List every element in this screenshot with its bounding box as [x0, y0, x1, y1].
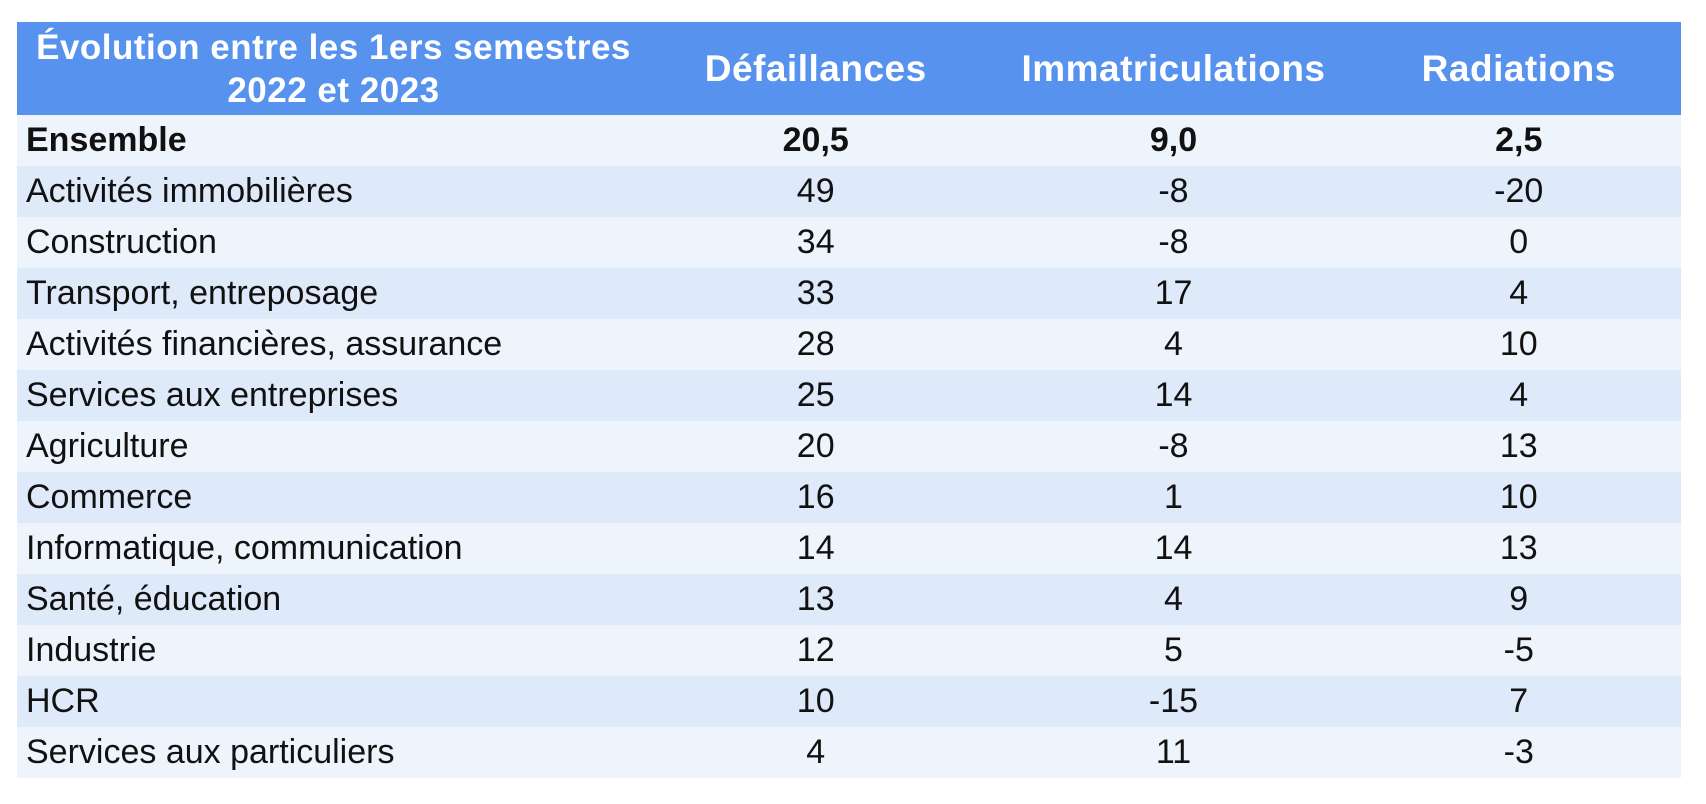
cell-defaillances: 49: [796, 172, 835, 210]
cell-radiations: 2,5: [1495, 121, 1543, 159]
table-row: Activités immobilières 49 -8 -20: [17, 166, 1681, 217]
table-row: Informatique, communication 14 14 13: [17, 523, 1681, 574]
cell-defaillances: 4: [806, 733, 826, 771]
row-label: Santé, éducation: [26, 580, 282, 618]
row-label: Commerce: [26, 478, 193, 516]
table-title-line2: 2022 et 2023: [227, 70, 440, 110]
cell-radiations: 4: [1509, 376, 1529, 414]
row-label: Industrie: [26, 631, 157, 669]
row-label: Agriculture: [26, 427, 189, 465]
row-label: Transport, entreposage: [26, 274, 379, 312]
cell-immatriculations: -8: [1158, 172, 1189, 210]
cell-radiations: 10: [1499, 478, 1538, 516]
cell-immatriculations: 11: [1155, 733, 1192, 771]
cell-defaillances: 33: [796, 274, 835, 312]
cell-immatriculations: 17: [1154, 274, 1193, 312]
cell-defaillances: 13: [796, 580, 835, 618]
cell-radiations: -3: [1503, 733, 1534, 771]
cell-defaillances: 28: [796, 325, 835, 363]
table-row: Agriculture 20 -8 13: [17, 421, 1681, 472]
cell-immatriculations: 1: [1164, 478, 1183, 516]
cell-defaillances: 14: [796, 529, 835, 567]
cell-radiations: 13: [1499, 529, 1538, 567]
cell-defaillances: 10: [796, 682, 835, 720]
cell-radiations: 0: [1509, 223, 1529, 261]
row-label: Informatique, communication: [26, 529, 463, 567]
table-row: HCR 10 -15 7: [17, 676, 1681, 727]
cell-immatriculations: 4: [1164, 325, 1183, 363]
row-label: Ensemble: [26, 121, 187, 159]
cell-immatriculations: -8: [1158, 427, 1189, 465]
column-header-defaillances: Défaillances: [704, 47, 927, 89]
table-row: Construction 34 -8 0: [17, 217, 1681, 268]
row-label: Activités immobilières: [26, 172, 353, 210]
cell-immatriculations: 14: [1154, 529, 1193, 567]
cell-immatriculations: -8: [1158, 223, 1189, 261]
cell-radiations: 9: [1509, 580, 1529, 618]
table-row: Services aux entreprises 25 14 4: [17, 370, 1681, 421]
table-row: Services aux particuliers 4 11 -3: [17, 727, 1681, 778]
cell-radiations: 10: [1499, 325, 1538, 363]
cell-defaillances: 16: [796, 478, 835, 516]
cell-radiations: -5: [1503, 631, 1534, 669]
cell-immatriculations: 4: [1164, 580, 1183, 618]
table-body: Ensemble 20,5 9,0 2,5 Activités immobili…: [17, 115, 1681, 778]
row-label: Activités financières, assurance: [26, 325, 503, 363]
cell-immatriculations: 9,0: [1149, 121, 1198, 159]
cell-defaillances: 20: [796, 427, 835, 465]
cell-radiations: 4: [1509, 274, 1529, 312]
cell-immatriculations: 14: [1154, 376, 1193, 414]
table-row: Commerce 16 1 10: [17, 472, 1681, 523]
cell-defaillances: 34: [796, 223, 835, 261]
table-row: Transport, entreposage 33 17 4: [17, 268, 1681, 319]
row-label: HCR: [26, 682, 100, 720]
cell-immatriculations: -15: [1148, 682, 1199, 720]
cell-defaillances: 20,5: [782, 121, 849, 159]
cell-defaillances: 12: [796, 631, 835, 669]
evolution-table: Évolution entre les 1ers semestres 2022 …: [17, 22, 1681, 778]
table-row: Santé, éducation 13 4 9: [17, 574, 1681, 625]
cell-defaillances: 25: [796, 376, 835, 414]
cell-immatriculations: 5: [1164, 631, 1183, 669]
table-title-line1: Évolution entre les 1ers semestres: [36, 27, 631, 67]
table-row: Activités financières, assurance 28 4 10: [17, 319, 1681, 370]
cell-radiations: -20: [1494, 172, 1544, 210]
column-header-immatriculations: Immatriculations: [1021, 47, 1326, 89]
cell-radiations: 13: [1499, 427, 1538, 465]
row-label: Services aux particuliers: [26, 733, 395, 771]
cell-radiations: 7: [1509, 682, 1529, 720]
row-label: Services aux entreprises: [26, 376, 399, 414]
table-title: Évolution entre les 1ers semestres 2022 …: [17, 26, 641, 112]
column-header-radiations: Radiations: [1421, 47, 1616, 89]
table-header: Évolution entre les 1ers semestres 2022 …: [17, 22, 1681, 115]
table-row: Industrie 12 5 -5: [17, 625, 1681, 676]
row-label: Construction: [26, 223, 217, 261]
table-row-ensemble: Ensemble 20,5 9,0 2,5: [17, 115, 1681, 166]
